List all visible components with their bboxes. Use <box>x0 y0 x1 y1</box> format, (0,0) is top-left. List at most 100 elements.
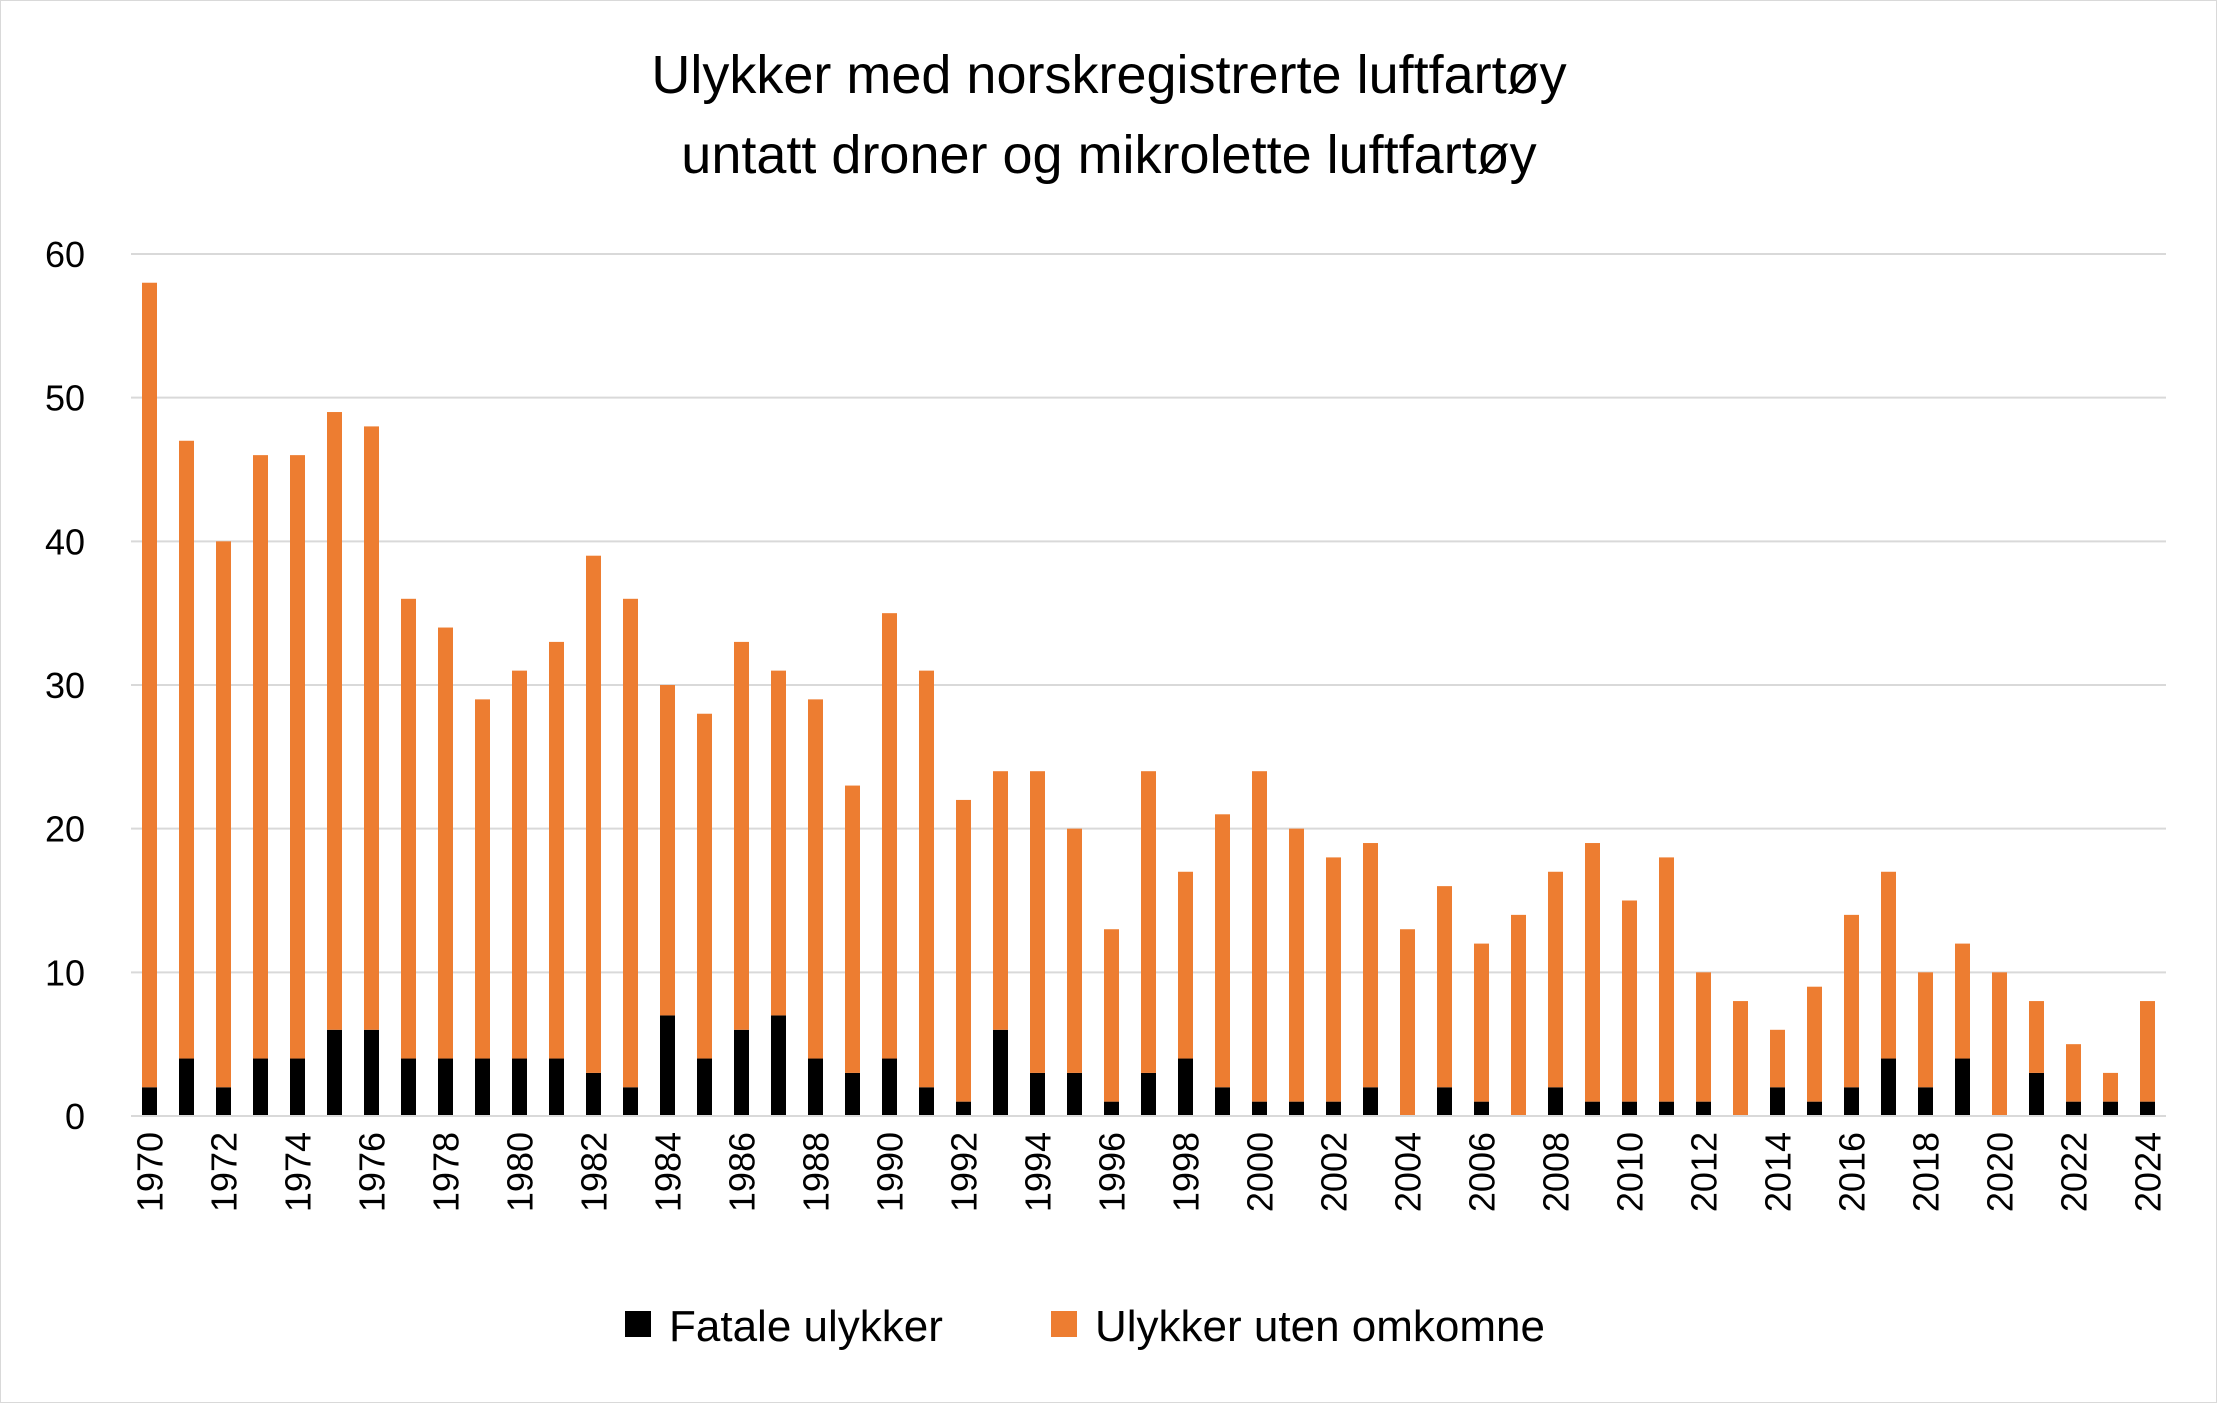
chart-title-line-2: untatt droner og mikrolette luftfartøy <box>681 125 1536 185</box>
bar-1998-series-0 <box>1178 1058 1193 1116</box>
bar-2015-series-0 <box>1807 1101 1822 1116</box>
x-tick-label-2010: 2010 <box>1610 1132 1651 1212</box>
legend-swatch-uten-omkomne <box>1051 1311 1077 1337</box>
bar-2022-series-0 <box>2066 1101 2081 1116</box>
bar-1970-series-1 <box>142 282 157 1088</box>
bar-1973-series-1 <box>253 455 268 1059</box>
bar-1972-series-1 <box>216 541 231 1088</box>
bar-1994-series-1 <box>1030 771 1045 1073</box>
x-tick-label-1970: 1970 <box>130 1132 171 1212</box>
bar-1984-series-0 <box>660 1015 675 1116</box>
bar-1979-series-0 <box>475 1058 490 1116</box>
chart-title-line-1: Ulykker med norskregistrerte luftfartøy <box>651 45 1566 105</box>
bar-1983-series-1 <box>623 598 638 1088</box>
bar-2006-series-0 <box>1474 1101 1489 1116</box>
bar-2005-series-0 <box>1437 1087 1452 1116</box>
bar-1986-series-1 <box>734 641 749 1030</box>
bar-1971-series-1 <box>179 440 194 1059</box>
x-tick-label-2008: 2008 <box>1536 1132 1577 1212</box>
y-tick-label-40: 40 <box>45 521 85 562</box>
y-tick-label-20: 20 <box>45 809 85 850</box>
x-tick-label-1996: 1996 <box>1092 1132 1133 1212</box>
bar-1987-series-0 <box>771 1015 786 1116</box>
bar-1970-series-0 <box>142 1087 157 1116</box>
bar-1982-series-0 <box>586 1072 601 1116</box>
x-tick-label-2022: 2022 <box>2054 1132 2095 1212</box>
x-tick-label-1988: 1988 <box>796 1132 837 1212</box>
y-axis: 0 10 20 30 40 50 60 <box>45 234 85 1137</box>
bar-1989-series-0 <box>845 1072 860 1116</box>
bar-1994-series-0 <box>1030 1072 1045 1116</box>
bar-1980-series-0 <box>512 1058 527 1116</box>
x-tick-label-1992: 1992 <box>944 1132 985 1212</box>
bar-2010-series-1 <box>1622 900 1637 1102</box>
bar-2017-series-0 <box>1881 1058 1896 1116</box>
bar-2003-series-0 <box>1363 1087 1378 1116</box>
x-tick-label-1978: 1978 <box>426 1132 467 1212</box>
bar-1993-series-1 <box>993 771 1008 1030</box>
x-tick-label-2000: 2000 <box>1240 1132 1281 1212</box>
x-tick-label-1976: 1976 <box>352 1132 393 1212</box>
bar-1986-series-0 <box>734 1029 749 1116</box>
bar-2021-series-1 <box>2029 1001 2044 1073</box>
bar-2022-series-1 <box>2066 1044 2081 1102</box>
bar-2000-series-0 <box>1252 1101 1267 1116</box>
bar-1992-series-0 <box>956 1101 971 1116</box>
bar-1988-series-1 <box>808 699 823 1059</box>
bar-2009-series-0 <box>1585 1101 1600 1116</box>
bar-2014-series-0 <box>1770 1087 1785 1116</box>
bar-1990-series-0 <box>882 1058 897 1116</box>
y-tick-label-0: 0 <box>65 1096 85 1137</box>
bar-1990-series-1 <box>882 613 897 1059</box>
bar-2012-series-0 <box>1696 1101 1711 1116</box>
bar-2012-series-1 <box>1696 972 1711 1102</box>
bar-1985-series-1 <box>697 713 712 1059</box>
legend-label-fatale: Fatale ulykker <box>669 1302 943 1351</box>
x-tick-label-2016: 2016 <box>1832 1132 1873 1212</box>
legend-swatch-fatale <box>625 1311 651 1337</box>
bar-1993-series-0 <box>993 1029 1008 1116</box>
bar-1974-series-0 <box>290 1058 305 1116</box>
bar-2010-series-0 <box>1622 1101 1637 1116</box>
x-tick-label-1986: 1986 <box>722 1132 763 1212</box>
bar-2001-series-0 <box>1289 1101 1304 1116</box>
bar-2000-series-1 <box>1252 771 1267 1102</box>
x-tick-label-2004: 2004 <box>1388 1132 1429 1212</box>
x-tick-label-2012: 2012 <box>1684 1132 1725 1212</box>
bar-1981-series-0 <box>549 1058 564 1116</box>
bar-1985-series-0 <box>697 1058 712 1116</box>
bar-1974-series-1 <box>290 455 305 1059</box>
bar-1996-series-0 <box>1104 1101 1119 1116</box>
bar-1982-series-1 <box>586 555 601 1073</box>
bar-2015-series-1 <box>1807 986 1822 1102</box>
legend: Fatale ulykker Ulykker uten omkomne <box>625 1302 1545 1351</box>
bar-2011-series-0 <box>1659 1101 1674 1116</box>
bar-1971-series-0 <box>179 1058 194 1116</box>
x-tick-label-2006: 2006 <box>1462 1132 1503 1212</box>
bar-2016-series-1 <box>1844 914 1859 1088</box>
bar-2017-series-1 <box>1881 871 1896 1059</box>
bar-1997-series-1 <box>1141 771 1156 1073</box>
x-tick-label-2014: 2014 <box>1758 1132 1799 1212</box>
bar-1995-series-0 <box>1067 1072 1082 1116</box>
bar-2023-series-0 <box>2103 1101 2118 1116</box>
bar-2016-series-0 <box>1844 1087 1859 1116</box>
bars <box>142 282 2155 1116</box>
bar-1988-series-0 <box>808 1058 823 1116</box>
y-tick-label-60: 60 <box>45 234 85 275</box>
bar-1975-series-1 <box>327 412 342 1030</box>
x-tick-label-1972: 1972 <box>204 1132 245 1212</box>
bar-1976-series-0 <box>364 1029 379 1116</box>
bar-2009-series-1 <box>1585 843 1600 1102</box>
y-tick-label-10: 10 <box>45 952 85 993</box>
x-tick-label-1974: 1974 <box>278 1132 319 1212</box>
bar-1975-series-0 <box>327 1029 342 1116</box>
bar-2021-series-0 <box>2029 1072 2044 1116</box>
bar-2019-series-0 <box>1955 1058 1970 1116</box>
gridlines <box>131 253 2166 974</box>
bar-1997-series-0 <box>1141 1072 1156 1116</box>
x-tick-label-1998: 1998 <box>1166 1132 1207 1212</box>
chart-title: Ulykker med norskregistrerte luftfartøy … <box>651 45 1566 185</box>
bar-2023-series-1 <box>2103 1072 2118 1102</box>
bar-2008-series-1 <box>1548 871 1563 1088</box>
